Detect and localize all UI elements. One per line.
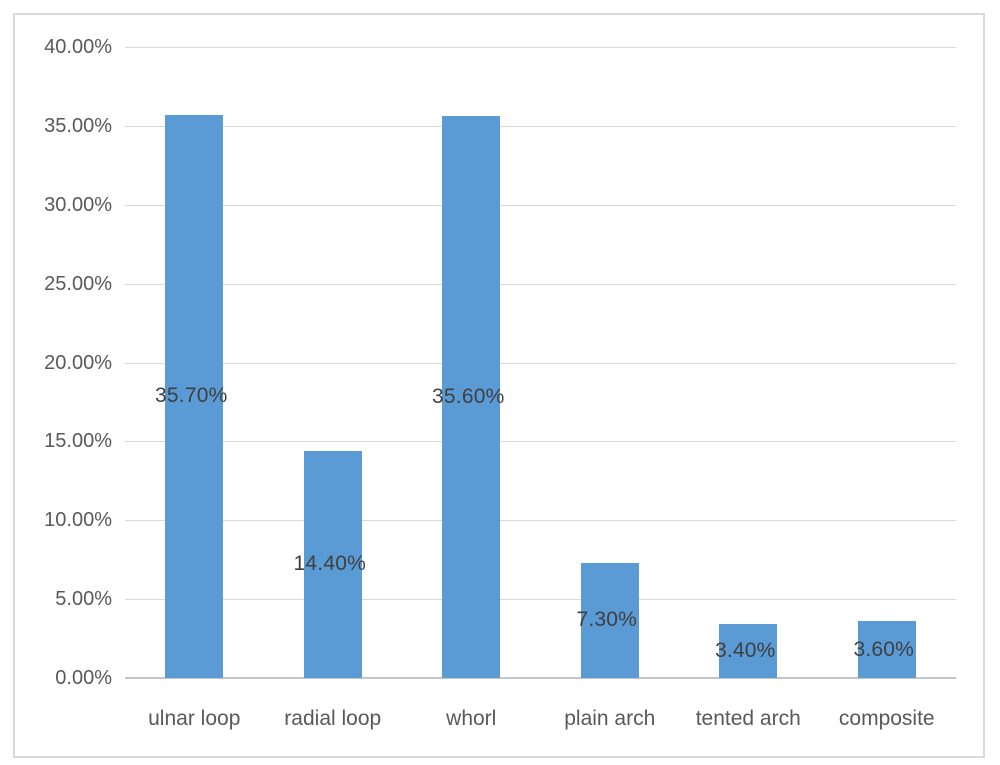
bar-tented-arch (719, 624, 778, 678)
y-axis-tick-label: 0.00% (55, 667, 112, 689)
plot-area: 0.00% 5.00% 10.00% 15.00% 20.00% 25.00% 30.00%… (44, 36, 956, 730)
bar-value-label: 3.40% (714, 639, 776, 663)
y-axis-tick-label: 25.00% (44, 272, 112, 295)
bar-value-label: 35.60% (432, 385, 505, 409)
y-axis-tick-label: 30.00% (44, 193, 112, 216)
bar-whorl (442, 116, 501, 678)
bar-radial-loop (303, 450, 362, 678)
gridline (125, 125, 956, 127)
y-axis-tick-label: 20.00% (44, 351, 112, 374)
x-axis-category-label: whorl (446, 707, 497, 730)
y-axis-tick-label: 5.00% (55, 588, 112, 611)
y-axis-tick-label: 35.00% (44, 114, 112, 137)
bar-value-label: 14.40% (293, 552, 366, 576)
bar-value-label: 3.60% (853, 637, 915, 661)
x-axis-category-label: radial loop (284, 707, 382, 730)
x-axis-category-label: composite (838, 707, 935, 730)
x-axis-category-label: plain arch (564, 707, 656, 730)
bar-value-label: 7.30% (576, 608, 638, 632)
x-axis-category-label: ulnar loop (148, 707, 241, 730)
y-axis-tick-label: 40.00% (44, 36, 112, 58)
gridline (125, 520, 956, 522)
bar-value-label: 35.70% (155, 384, 228, 408)
gridline (125, 599, 956, 601)
gridline (125, 204, 956, 206)
gridline (125, 362, 956, 364)
y-axis-tick-label: 15.00% (44, 430, 112, 453)
gridline (125, 441, 956, 443)
x-axis-line (125, 677, 956, 679)
bar-composite (857, 621, 916, 678)
chart-frame: 0.00% 5.00% 10.00% 15.00% 20.00% 25.00% 30.00%… (13, 13, 985, 758)
x-axis-category-label: tented arch (695, 707, 801, 730)
bar-plain-arch (580, 562, 639, 678)
gridline (125, 283, 956, 285)
y-axis-tick-label: 10.00% (44, 509, 112, 532)
gridline (125, 47, 956, 48)
bar-ulnar-loop (165, 114, 224, 678)
